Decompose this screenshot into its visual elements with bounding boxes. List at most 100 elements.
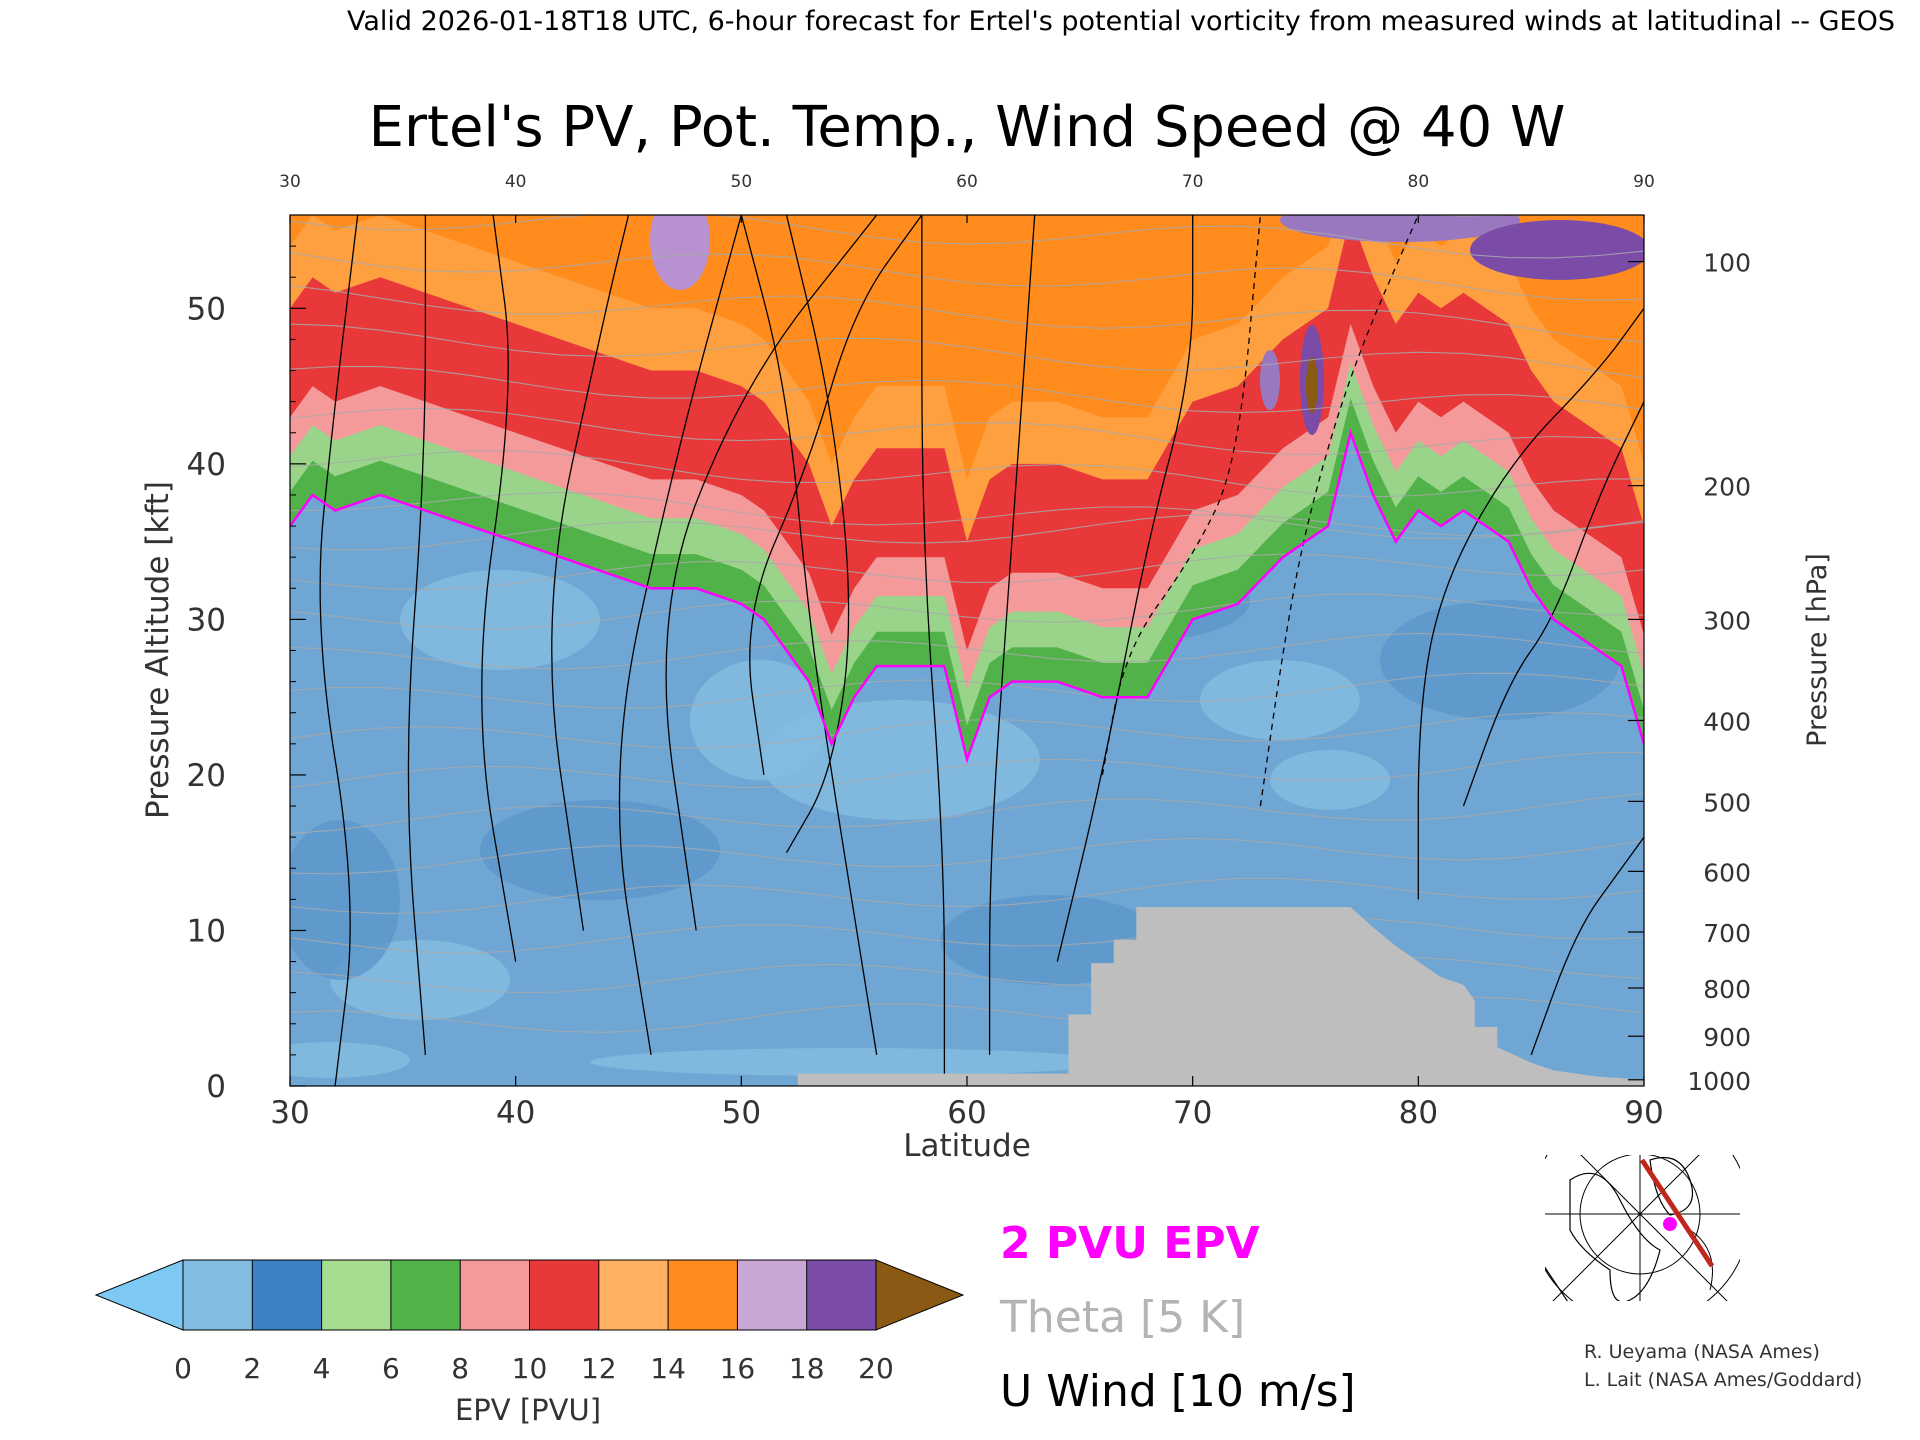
colorbar-tick-label: 0: [174, 1352, 192, 1385]
y-tick-label: 0: [206, 1069, 226, 1105]
x-tick-label: 50: [722, 1095, 761, 1131]
theta-contour-7: [290, 712, 1644, 749]
top-tick-label: 40: [505, 172, 527, 192]
colorbar-bin-7: [668, 1260, 738, 1330]
pv-patch-1: [1470, 220, 1644, 280]
colorbar-tick-label: 20: [858, 1352, 894, 1385]
pressure-tick-label: 800: [1703, 975, 1751, 1004]
colorbar: 0 2 4 6 8 10 12 14 16 18 20: [94, 1259, 965, 1385]
pressure-tick-label: 500: [1703, 788, 1751, 817]
colorbar-over-arrow: [875, 1259, 965, 1331]
colorbar-tick-label: 14: [650, 1352, 686, 1385]
theta-contour-1: [290, 957, 1644, 994]
wind-contour-16: [1530, 836, 1644, 1056]
wind-contour-12: [1101, 215, 1262, 776]
colorbar-bin-0: [183, 1260, 253, 1330]
x-tick-label: 90: [1624, 1095, 1663, 1131]
pressure-tick-label: 200: [1703, 473, 1751, 502]
pressure-tick-label: 900: [1703, 1023, 1751, 1052]
pressure-axis-ticks: 1000 900 800 700 600 500 400 300 200 100: [1628, 249, 1751, 1096]
stratosphere-pv-bands: [290, 215, 1644, 760]
colorbar-tick-label: 4: [313, 1352, 331, 1385]
pv-patch-4: [1260, 350, 1280, 410]
wind-contour-13: [1259, 215, 1419, 807]
tropo-patch-4: [1200, 660, 1360, 740]
colorbar-bin-1: [252, 1260, 323, 1330]
top-tick-label: 60: [956, 172, 978, 192]
colorbar-tick-label: 18: [789, 1352, 825, 1385]
colorbar-bin-3: [390, 1260, 461, 1330]
legend-pv: 2 PVU EPV: [1000, 1218, 1260, 1269]
tropo-patch-11: [290, 1042, 410, 1078]
wind-contour-2: [481, 215, 517, 962]
x-tick-label: 40: [496, 1095, 535, 1131]
wind-contour-5: [665, 215, 878, 931]
x-axis-ticks: 30 40 50 60 70 80 90: [270, 1076, 1664, 1131]
pv-max-patch: [1306, 357, 1318, 413]
credit-line-1: R. Ueyama (NASA Ames): [1584, 1341, 1820, 1363]
colorbar-tick-label: 8: [451, 1352, 469, 1385]
plot-area: 30 40 50 60 70 80 90 30 40 50 60 70 80 90 0 10 20 30 40 5…: [187, 172, 1751, 1131]
theta-contour-9: [290, 632, 1644, 670]
colorbar-tick-label: 12: [581, 1352, 617, 1385]
inset-map: [1545, 1155, 1740, 1301]
colorbar-label: EPV [PVU]: [455, 1393, 601, 1427]
colorbar-bin-2: [321, 1260, 392, 1330]
tropo-patch-12: [590, 1048, 1110, 1076]
y-axis-label-left: Pressure Altitude [kft]: [140, 481, 176, 819]
colorbar-bin-5: [529, 1260, 600, 1330]
colorbar-bin-9: [806, 1260, 877, 1330]
theta-contour-18: [290, 284, 1644, 343]
colorbar-bin-6: [598, 1260, 669, 1330]
x-tick-label: 30: [270, 1095, 309, 1131]
tropo-patch-3: [940, 895, 1160, 985]
pv-patch-0: [1280, 215, 1520, 242]
y-axis-ticks: 0 10 20 30 40 50: [187, 245, 306, 1105]
y-axis-label-right: Pressure [hPa]: [1802, 553, 1833, 747]
theta-contour-11: [290, 553, 1644, 591]
surface-mask: [797, 907, 1644, 1086]
wind-contours: [319, 215, 1644, 1086]
tropo-patch-7: [290, 820, 400, 980]
colorbar-tick-label: 16: [720, 1352, 756, 1385]
pressure-tick-label: 300: [1703, 606, 1751, 635]
wind-contour-8: [740, 215, 878, 1056]
inset-track: [1639, 1158, 1715, 1268]
pv-patch-2: [650, 215, 710, 290]
y-tick-label: 50: [187, 291, 226, 327]
valid-header: Valid 2026-01-18T18 UTC, 6-hour forecast…: [347, 6, 1895, 37]
x-axis-label: Latitude: [903, 1128, 1031, 1164]
tropo-patch-6: [690, 660, 830, 780]
theta-contour-10: [290, 593, 1644, 630]
legend-theta: Theta [5 K]: [999, 1292, 1245, 1343]
pressure-tick-label: 600: [1703, 858, 1751, 887]
colorbar-tick-label: 10: [512, 1352, 548, 1385]
theta-contour-13: [290, 491, 1644, 540]
pressure-tick-label: 100: [1703, 249, 1751, 278]
wind-contour-1: [407, 215, 427, 1055]
y-tick-label: 10: [187, 913, 226, 949]
chart-title: Ertel's PV, Pot. Temp., Wind Speed @ 40 …: [369, 95, 1566, 160]
wind-contour-4: [618, 215, 742, 1056]
theta-contour-15: [290, 407, 1644, 455]
theta-contour-16: [290, 365, 1644, 414]
pressure-tick-label: 400: [1703, 707, 1751, 736]
top-tick-label: 70: [1182, 172, 1204, 192]
colorbar-tick-label: 6: [382, 1352, 400, 1385]
x-tick-label: 70: [1173, 1095, 1212, 1131]
colorbar-under-arrow: [94, 1259, 184, 1331]
colorbar-tick-label: 2: [243, 1352, 261, 1385]
legend-wind: U Wind [10 m/s]: [1000, 1366, 1356, 1417]
wind-contour-14: [1417, 307, 1644, 900]
colorbar-bin-8: [737, 1260, 808, 1330]
top-tick-label: 30: [279, 172, 301, 192]
pressure-tick-label: 1000: [1687, 1067, 1751, 1096]
theta-contour-14: [290, 450, 1644, 498]
wind-contour-11: [1056, 215, 1194, 962]
wind-contour-15: [1462, 401, 1644, 807]
y-tick-label: 40: [187, 447, 226, 483]
tropo-patch-9: [400, 570, 600, 670]
theta-contour-19: [290, 251, 1644, 301]
y-tick-label: 20: [187, 758, 226, 794]
